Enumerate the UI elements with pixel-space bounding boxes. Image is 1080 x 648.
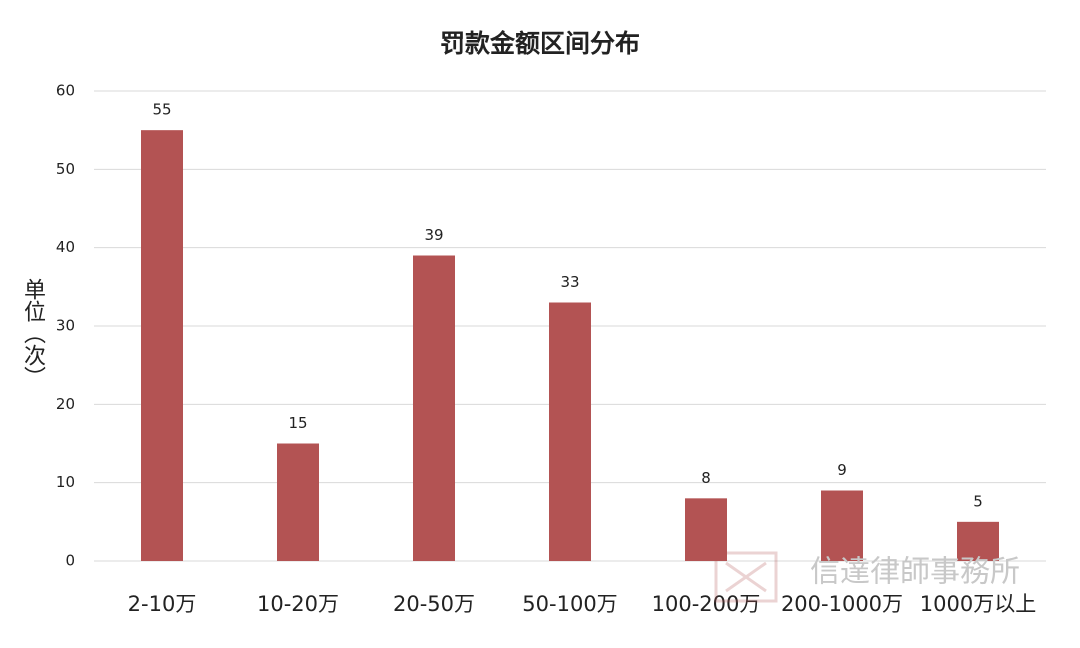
bar — [141, 130, 183, 561]
y-tick-label: 50 — [56, 160, 75, 178]
chart-title: 罚款金额区间分布 — [440, 29, 640, 58]
y-tick-label: 10 — [56, 473, 75, 491]
watermark: 信達律師事務所 — [810, 555, 1020, 590]
x-tick-label: 10-20万 — [257, 592, 339, 616]
y-tick-label: 20 — [56, 395, 75, 413]
data-label: 9 — [837, 461, 847, 479]
data-label: 33 — [560, 273, 579, 291]
x-tick-label: 100-200万 — [652, 592, 761, 616]
data-label: 5 — [973, 492, 983, 510]
x-tick-label: 200-1000万 — [781, 592, 903, 616]
x-tick-label: 1000万以上 — [920, 592, 1036, 616]
bar — [549, 302, 591, 561]
y-tick-label: 0 — [65, 552, 75, 570]
bar — [821, 490, 863, 561]
y-axis-label: 单位（次） — [20, 278, 46, 388]
bar — [957, 521, 999, 561]
bar — [413, 255, 455, 561]
y-tick-label: 40 — [56, 238, 75, 256]
data-label: 39 — [424, 226, 443, 244]
watermark-seal — [714, 551, 778, 603]
bar — [277, 443, 319, 561]
x-tick-label: 2-10万 — [128, 592, 197, 616]
x-tick-label: 50-100万 — [522, 592, 617, 616]
y-tick-label: 60 — [56, 82, 75, 100]
data-label: 55 — [152, 101, 171, 119]
x-tick-label: 20-50万 — [393, 592, 475, 616]
y-tick-label: 30 — [56, 317, 75, 335]
data-label: 15 — [288, 414, 307, 432]
data-label: 8 — [701, 469, 711, 487]
bar — [685, 498, 727, 561]
